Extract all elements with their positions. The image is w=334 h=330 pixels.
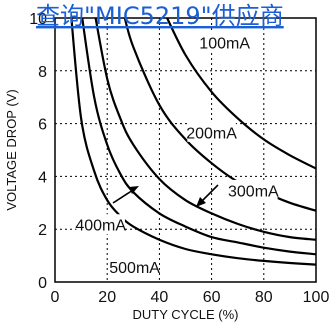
curve-100ma (165, 18, 316, 170)
plot-frame (54, 17, 317, 283)
y-tick-label: 0 (38, 275, 47, 292)
gridlines (55, 18, 316, 282)
axis-ticks: 0 20 40 60 80 100 0 2 4 6 8 10 (29, 11, 329, 306)
pointer-400ma (112, 189, 134, 204)
curve-200ma (123, 18, 316, 212)
pointer-300ma (201, 184, 219, 202)
x-tick-label: 40 (151, 289, 169, 306)
y-tick-label: 6 (38, 117, 47, 134)
pointer-400ma-arrowhead (129, 186, 139, 194)
curve-label-100ma: 100mA (199, 36, 250, 53)
curve-label-400ma: 400mA (75, 218, 126, 235)
curve-label-300ma: 300mA (228, 183, 279, 200)
x-tick-label: 100 (303, 289, 330, 306)
curve-label-200ma: 200mA (186, 125, 237, 142)
x-tick-label: 20 (98, 289, 116, 306)
supplier-query-link[interactable]: 查询"MIC5219"供应商 (36, 2, 284, 30)
pointer-300ma-arrowhead (196, 197, 206, 207)
x-tick-label: 60 (203, 289, 221, 306)
y-tick-label: 4 (38, 169, 47, 186)
x-tick-label: 80 (255, 289, 273, 306)
x-axis-title: DUTY CYCLE (%) (133, 307, 239, 322)
label-pointers (112, 184, 219, 207)
label-background (187, 121, 236, 142)
label-background (110, 256, 159, 277)
curve-500ma (70, 18, 316, 266)
y-tick-label: 10 (29, 11, 47, 28)
curve-300ma (94, 18, 316, 241)
label-background (200, 32, 249, 53)
label-background (76, 214, 125, 235)
curve-400ma (81, 18, 316, 256)
curve-label-500ma: 500mA (109, 260, 160, 277)
y-tick-label: 8 (38, 64, 47, 81)
label-background (229, 179, 278, 200)
y-tick-label: 2 (38, 222, 47, 239)
y-axis-title: VOLTAGE DROP (V) (4, 89, 19, 210)
series-curves (70, 18, 316, 266)
x-tick-label: 0 (51, 289, 60, 306)
curve-labels: 100mA 200mA 300mA 400mA 500mA (75, 32, 279, 277)
